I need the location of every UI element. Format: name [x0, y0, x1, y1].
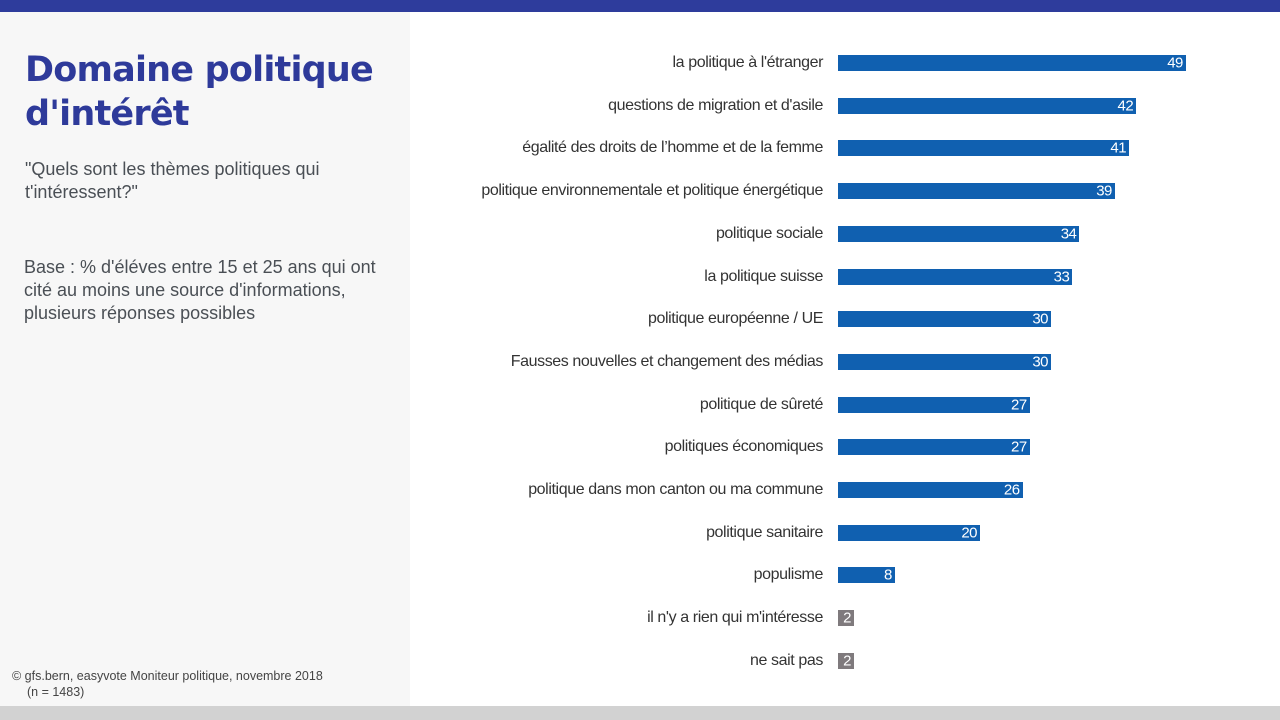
left-panel [0, 12, 410, 706]
category-label: ne sait pas [750, 651, 823, 669]
category-label: questions de migration et d'asile [608, 96, 823, 114]
bar-value-label: 27 [1011, 396, 1027, 414]
bar [838, 482, 1023, 498]
bar-value-label: 33 [1053, 268, 1070, 285]
bottom-bar [0, 706, 1280, 720]
bar-value-label: 26 [1003, 481, 1020, 499]
bar-value-label: 39 [1096, 182, 1112, 200]
source-text: © gfs.bern, easyvote Moniteur politique,… [12, 669, 323, 683]
category-label: Fausses nouvelles et changement des médi… [510, 352, 824, 370]
bar-value-label: 2 [843, 609, 851, 627]
page-title: Domaine politique d'intérêt [25, 50, 374, 134]
bar-value-label: 2 [843, 652, 851, 670]
bar [838, 524, 980, 541]
bar [838, 439, 1030, 456]
category-label: populisme [753, 566, 824, 584]
category-label: politiques économiques [664, 438, 824, 456]
bar [838, 652, 854, 669]
category-label: il n'y a rien qui m'intéresse [647, 609, 823, 627]
bar-value-label: 30 [1032, 353, 1048, 371]
bar [838, 225, 1080, 242]
bar [838, 97, 1137, 114]
bar [838, 140, 1130, 157]
category-label: égalité des droits de l’homme et de la f… [522, 139, 823, 157]
bar [838, 396, 1030, 413]
category-label: la politique à l'étranger [672, 54, 824, 71]
category-label: la politique suisse [704, 267, 823, 285]
category-label: politique sociale [715, 224, 823, 242]
bar-value-label: 30 [1032, 310, 1048, 328]
bar-value-label: 27 [1011, 438, 1027, 456]
bar [838, 55, 1186, 71]
bar [838, 268, 1073, 285]
category-label: politique dans mon canton ou ma commune [528, 481, 823, 498]
bar [838, 311, 1051, 328]
category-label: politique environnementale et politique … [481, 182, 823, 200]
category-label: politique de sûreté [699, 395, 824, 413]
bar-value-label: 8 [883, 566, 892, 584]
bar-value-label: 42 [1117, 97, 1134, 115]
bar-value-label: 41 [1110, 139, 1127, 157]
source-note: © gfs.bern, easyvote Moniteur politique,… [12, 668, 323, 700]
category-label: politique sanitaire [706, 523, 823, 541]
survey-question: "Quels sont les thèmes politiques qui t'… [25, 159, 320, 202]
bar-value-label: 49 [1167, 54, 1183, 72]
bar [838, 610, 854, 627]
category-label: politique européenne / UE [647, 310, 823, 328]
sample-size: (n = 1483) [27, 685, 85, 699]
bar-value-label: 34 [1060, 225, 1077, 243]
bar [838, 183, 1115, 200]
bar [838, 567, 895, 584]
bar-value-label: 20 [961, 524, 977, 542]
top-accent-bar [0, 0, 1280, 12]
base-note: Base : % d'éléves entre 15 et 25 ans qui… [24, 257, 376, 323]
bar [838, 353, 1051, 370]
